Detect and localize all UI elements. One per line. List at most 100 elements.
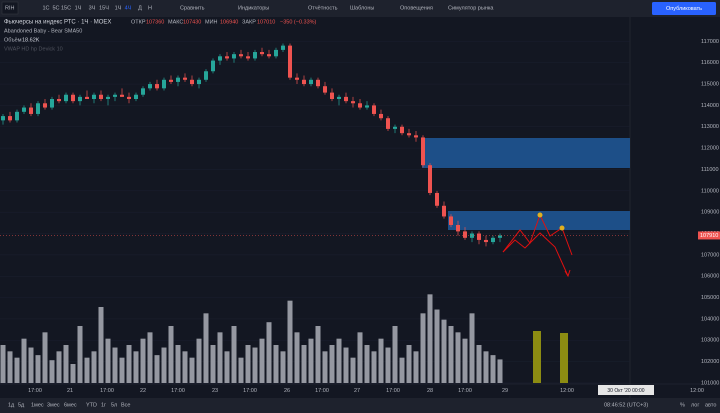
candle-body: [484, 239, 488, 243]
toolbar-button[interactable]: Симулятор рынка: [448, 5, 494, 11]
top-toolbar: [0, 0, 720, 17]
volume-bar: [336, 338, 342, 383]
ohlc-label: МИН: [205, 19, 218, 25]
interval-button[interactable]: 4Ч: [125, 5, 132, 11]
y-tick-label: 117000: [701, 39, 719, 45]
y-tick-label: 114000: [701, 103, 719, 109]
interval-button[interactable]: 15С: [61, 5, 71, 11]
legend-title: Фьючерсы на индекс РТС · 1Ч · MOEX: [4, 20, 111, 26]
candle-body: [428, 165, 432, 193]
publish-label[interactable]: Опубликовать: [666, 6, 702, 12]
x-tick-label: 22: [140, 388, 146, 394]
x-tick-label: 17:00: [458, 388, 472, 394]
candle-body: [253, 52, 257, 59]
volume-bar: [343, 347, 349, 383]
toolbar-button[interactable]: Отчётность: [308, 5, 338, 11]
range-button[interactable]: 1мес: [31, 402, 44, 408]
toolbar-button[interactable]: Шаблоны: [350, 5, 374, 11]
interval-button[interactable]: 1Ч: [75, 5, 82, 11]
candle-body: [85, 96, 89, 100]
volume-bar: [259, 338, 265, 383]
candle-body: [57, 99, 61, 102]
range-button[interactable]: 1г: [101, 402, 106, 408]
x-tick-label: 17:00: [171, 388, 185, 394]
candle-body: [330, 92, 334, 100]
range-button[interactable]: 3мес: [47, 402, 60, 408]
volume-bar: [448, 326, 454, 383]
range-button[interactable]: 5л: [111, 402, 117, 408]
candle-body: [211, 60, 215, 72]
candle-body: [64, 94, 68, 102]
interval-button[interactable]: 5С: [52, 5, 59, 11]
scale-option[interactable]: %: [680, 402, 685, 408]
study-name: Abandoned Baby - Bear SMA50: [4, 28, 82, 34]
ohlc-value: 107360: [146, 19, 164, 25]
volume-bar: [497, 359, 503, 383]
toolbar-button[interactable]: Оповещения: [400, 5, 433, 11]
candle-body: [393, 126, 397, 129]
interval-button[interactable]: 1Ч: [115, 5, 122, 11]
range-button[interactable]: 6мес: [64, 402, 77, 408]
range-button[interactable]: YTD: [86, 402, 97, 408]
candle-body: [379, 113, 383, 119]
candle-body: [22, 107, 26, 112]
candle-body: [43, 103, 47, 108]
candle-body: [372, 105, 376, 114]
volume-bar: [231, 326, 237, 383]
volume-bar: [364, 345, 370, 383]
zone-box: [448, 211, 630, 230]
candle-body: [36, 103, 40, 114]
plot: [0, 43, 630, 383]
interval-button[interactable]: Н: [148, 5, 152, 11]
candle-body: [50, 99, 54, 108]
volume-bar: [161, 347, 167, 383]
interval-button[interactable]: 1С: [42, 5, 49, 11]
y-tick-label: 107000: [701, 252, 719, 258]
x-tick-label: 26: [284, 388, 290, 394]
candle-body: [148, 84, 152, 89]
candle-body: [1, 116, 5, 121]
scale-option[interactable]: лог: [691, 402, 699, 408]
candle-body: [449, 216, 453, 225]
candle-body: [246, 56, 250, 59]
volume-bar: [210, 345, 216, 383]
candle-body: [323, 86, 327, 93]
grid: [0, 41, 630, 384]
ohlc-value: 107430: [183, 19, 201, 25]
volume-bar: [175, 345, 181, 383]
symbol-box[interactable]: [1, 1, 19, 15]
candle-body: [134, 94, 138, 100]
candle-body: [8, 116, 12, 121]
candle-body: [281, 45, 285, 50]
scale-option[interactable]: авто: [705, 402, 716, 408]
candle-body: [386, 118, 390, 129]
candle-body: [456, 224, 460, 232]
candle-body: [302, 79, 306, 85]
publish-button[interactable]: [652, 2, 716, 15]
interval-button[interactable]: Д: [138, 5, 142, 11]
trend-line: [502, 232, 569, 277]
x-tick-label: 28: [427, 388, 433, 394]
volume-bar: [42, 332, 48, 383]
candle-body: [463, 231, 467, 238]
symbol[interactable]: RIH: [5, 5, 15, 11]
candle-body: [176, 77, 180, 82]
volume-bar: [455, 332, 461, 383]
x-tick-label: 29: [502, 388, 508, 394]
range-button[interactable]: 1д: [8, 402, 15, 408]
candle-body: [260, 52, 264, 55]
volume-bar: [392, 326, 398, 383]
volume-bar: [154, 355, 160, 383]
candle-body: [99, 94, 103, 100]
x-tick-label: 27: [354, 388, 360, 394]
x-tick-label: 23: [212, 388, 218, 394]
volume-bar: [441, 319, 447, 383]
interval-button[interactable]: 15Ч: [99, 5, 109, 11]
toolbar-button[interactable]: Сравнить: [180, 5, 205, 11]
x-tick-label: 17:00: [243, 388, 257, 394]
range-button[interactable]: 5д: [18, 402, 25, 408]
volume-bar: [413, 351, 419, 383]
toolbar-button[interactable]: Индикаторы: [238, 5, 269, 11]
range-button[interactable]: Все: [121, 402, 130, 408]
interval-button[interactable]: 3Ч: [89, 5, 96, 11]
